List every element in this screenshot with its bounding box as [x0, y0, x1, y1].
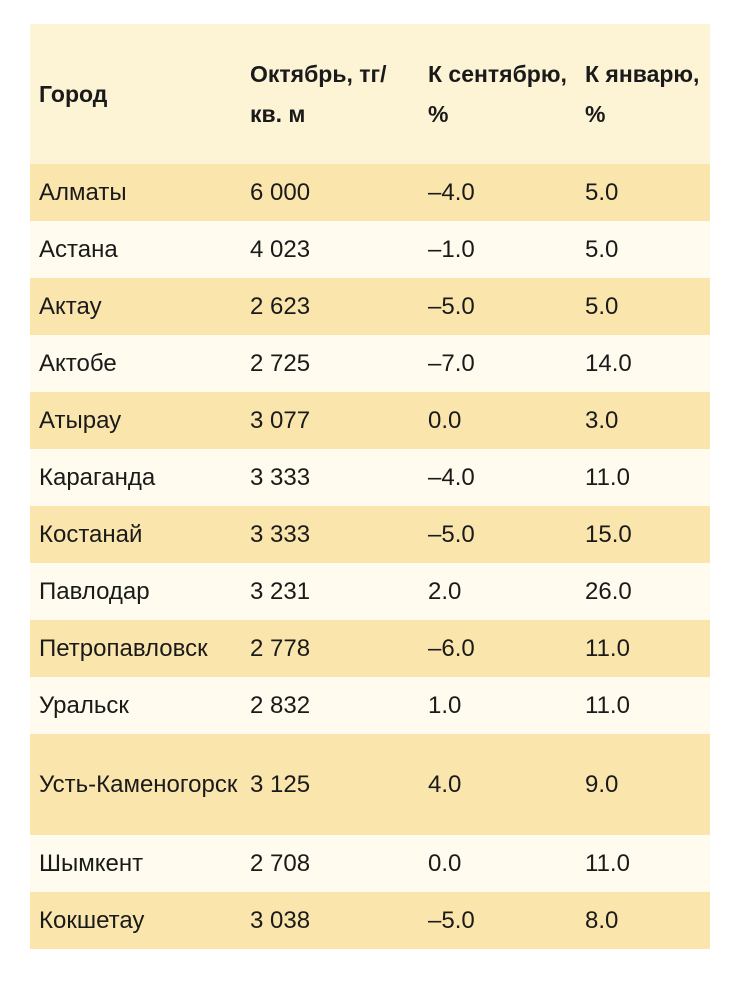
jan-change-cell: 3.0 [585, 406, 619, 434]
sept-change-cell: 4.0 [428, 770, 462, 798]
city-cell: Актобе [39, 349, 117, 377]
header-city: Город [39, 81, 108, 107]
price-cell: 3 333 [250, 520, 311, 548]
city-cell: Павлодар [39, 577, 150, 605]
table-row: Петропавловск 2 778 –6.0 11.0 [30, 620, 710, 677]
sept-change-cell: 0.0 [428, 849, 462, 877]
table-row: Кокшетау 3 038 –5.0 8.0 [30, 892, 710, 949]
city-cell: Актау [39, 292, 102, 320]
price-cell: 2 725 [250, 349, 311, 377]
jan-change-cell: 14.0 [585, 349, 632, 377]
city-cell: Астана [39, 235, 118, 263]
sept-change-cell: –1.0 [428, 235, 475, 263]
price-cell: 3 333 [250, 463, 311, 491]
header-to-january: К январю, % [585, 61, 700, 127]
jan-change-cell: 5.0 [585, 178, 619, 206]
city-cell: Караганда [39, 463, 156, 491]
sept-change-cell: –5.0 [428, 292, 475, 320]
sept-change-cell: 0.0 [428, 406, 462, 434]
table-row: Алматы 6 000 –4.0 5.0 [30, 164, 710, 221]
price-cell: 2 778 [250, 634, 311, 662]
header-october-price: Октябрь, тг/ кв. м [250, 61, 387, 127]
sept-change-cell: 1.0 [428, 691, 462, 719]
sept-change-cell: –5.0 [428, 520, 475, 548]
jan-change-cell: 11.0 [585, 463, 630, 491]
table-row: Актау 2 623 –5.0 5.0 [30, 278, 710, 335]
jan-change-cell: 5.0 [585, 235, 619, 263]
jan-change-cell: 11.0 [585, 849, 630, 877]
jan-change-cell: 8.0 [585, 906, 619, 934]
jan-change-cell: 9.0 [585, 770, 619, 798]
table-header-row: Город Октябрь, тг/ кв. м К сентябрю, % К… [30, 24, 710, 164]
city-cell: Кокшетау [39, 906, 145, 934]
table-row: Актобе 2 725 –7.0 14.0 [30, 335, 710, 392]
price-cell: 2 708 [250, 849, 311, 877]
sept-change-cell: –4.0 [428, 178, 475, 206]
city-cell: Костанай [39, 520, 143, 548]
table-row: Караганда 3 333 –4.0 11.0 [30, 449, 710, 506]
jan-change-cell: 26.0 [585, 577, 632, 605]
city-cell: Алматы [39, 178, 127, 206]
price-cell: 3 038 [250, 906, 311, 934]
city-cell: Петропавловск [39, 634, 208, 662]
city-cell: Атырау [39, 406, 122, 434]
price-cell: 4 023 [250, 235, 311, 263]
jan-change-cell: 5.0 [585, 292, 619, 320]
price-table: Город Октябрь, тг/ кв. м К сентябрю, % К… [30, 24, 710, 949]
sept-change-cell: –7.0 [428, 349, 475, 377]
header-to-september: К сентябрю, % [428, 61, 567, 127]
price-cell: 3 077 [250, 406, 311, 434]
price-cell: 2 623 [250, 292, 311, 320]
table-row: Астана 4 023 –1.0 5.0 [30, 221, 710, 278]
price-cell: 3 231 [250, 577, 311, 605]
sept-change-cell: –4.0 [428, 463, 475, 491]
sept-change-cell: –5.0 [428, 906, 475, 934]
city-cell: Усть-Каменогорск [39, 770, 238, 798]
table-row: Шымкент 2 708 0.0 11.0 [30, 835, 710, 892]
jan-change-cell: 11.0 [585, 634, 630, 662]
table-row: Атырау 3 077 0.0 3.0 [30, 392, 710, 449]
sept-change-cell: –6.0 [428, 634, 475, 662]
table-row: Костанай 3 333 –5.0 15.0 [30, 506, 710, 563]
price-cell: 3 125 [250, 770, 311, 798]
jan-change-cell: 15.0 [585, 520, 632, 548]
table-row: Павлодар 3 231 2.0 26.0 [30, 563, 710, 620]
table-row: Усть-Каменогорск 3 125 4.0 9.0 [30, 734, 710, 835]
table-row: Уральск 2 832 1.0 11.0 [30, 677, 710, 734]
jan-change-cell: 11.0 [585, 691, 630, 719]
city-cell: Уральск [39, 691, 129, 719]
price-cell: 6 000 [250, 178, 311, 206]
sept-change-cell: 2.0 [428, 577, 462, 605]
price-cell: 2 832 [250, 691, 311, 719]
city-cell: Шымкент [39, 849, 144, 877]
